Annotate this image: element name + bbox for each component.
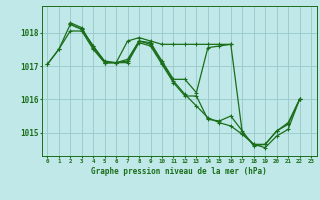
X-axis label: Graphe pression niveau de la mer (hPa): Graphe pression niveau de la mer (hPa) <box>91 167 267 176</box>
